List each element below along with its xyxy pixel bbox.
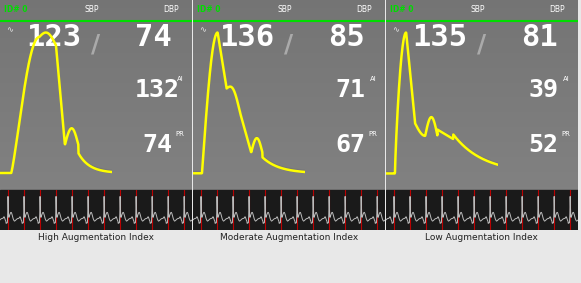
Text: 39: 39 — [528, 78, 558, 102]
Bar — [386, 190, 578, 230]
Text: 81: 81 — [521, 23, 558, 52]
Text: 74: 74 — [135, 23, 172, 52]
Text: ∿: ∿ — [392, 25, 399, 34]
Text: Moderate Augmentation Index: Moderate Augmentation Index — [220, 233, 358, 242]
Bar — [0, 190, 192, 230]
Text: AI: AI — [177, 76, 184, 82]
Text: AI: AI — [371, 76, 377, 82]
Text: /: / — [284, 32, 293, 56]
Text: /: / — [91, 32, 101, 56]
Text: AI: AI — [564, 76, 570, 82]
Text: 132: 132 — [135, 78, 180, 102]
Text: 52: 52 — [528, 133, 558, 157]
Text: ID# 0: ID# 0 — [390, 5, 413, 14]
Text: DBP: DBP — [356, 5, 371, 14]
Text: Low Augmentation Index: Low Augmentation Index — [425, 233, 539, 242]
Text: 136: 136 — [219, 23, 274, 52]
Text: PR: PR — [368, 131, 377, 137]
Text: 135: 135 — [412, 23, 467, 52]
Text: /: / — [478, 32, 486, 56]
Text: SBP: SBP — [471, 5, 485, 14]
Text: SBP: SBP — [278, 5, 292, 14]
Text: ID# 0: ID# 0 — [4, 5, 27, 14]
Text: High Augmentation Index: High Augmentation Index — [38, 233, 154, 242]
Text: 74: 74 — [142, 133, 173, 157]
Text: SBP: SBP — [85, 5, 99, 14]
Text: ∿: ∿ — [199, 25, 206, 34]
Text: PR: PR — [175, 131, 184, 137]
Text: 85: 85 — [328, 23, 365, 52]
Text: ID# 0: ID# 0 — [197, 5, 220, 14]
Text: DBP: DBP — [163, 5, 178, 14]
Text: PR: PR — [561, 131, 570, 137]
Text: 67: 67 — [335, 133, 365, 157]
Text: 123: 123 — [26, 23, 81, 52]
Text: ∿: ∿ — [6, 25, 13, 34]
Text: DBP: DBP — [549, 5, 564, 14]
Bar — [193, 190, 385, 230]
Text: 71: 71 — [335, 78, 365, 102]
